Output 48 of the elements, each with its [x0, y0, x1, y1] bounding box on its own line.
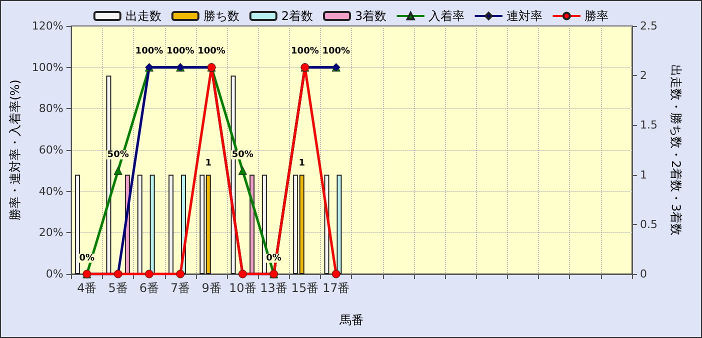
- x-tick-label: 5番: [108, 281, 128, 295]
- y-tick-label: 80%: [38, 102, 64, 116]
- y2-tick-label: 1.5: [640, 118, 658, 132]
- y2-tick-label: 2: [640, 69, 647, 82]
- point: [332, 270, 340, 278]
- y-tick-label: 0%: [46, 268, 64, 280]
- legend-label: 連対率: [506, 9, 543, 23]
- legend-label: 勝率: [584, 9, 609, 23]
- x-tick-label: 17番: [322, 281, 350, 295]
- legend-label: 勝ち数: [203, 9, 240, 23]
- y-tick-label: 20%: [38, 226, 64, 240]
- point: [144, 270, 154, 278]
- x-tick-label: 7番: [170, 281, 190, 295]
- point: [176, 270, 185, 278]
- y2-axis-title: 出走数・勝ち数・2着数・3着数: [669, 64, 683, 236]
- data-label: 100%: [322, 46, 350, 57]
- x-tick-label: 9番: [202, 281, 222, 295]
- data-label: 100%: [198, 46, 226, 57]
- data-label: 100%: [166, 46, 194, 57]
- legend-label: 2着数: [281, 9, 314, 23]
- data-label: 100%: [135, 46, 164, 57]
- x-tick-label: 6番: [139, 281, 160, 295]
- data-label: 50%: [232, 150, 254, 160]
- y2-tick-label: 0: [640, 268, 647, 280]
- x-tick-label: 15番: [291, 281, 319, 295]
- y-tick-label: 40%: [38, 184, 64, 198]
- data-label: 1: [205, 158, 212, 168]
- legend-label: 出走数: [125, 9, 162, 23]
- legend-label: 3着数: [355, 9, 387, 23]
- legend-label: 入着率: [428, 9, 465, 23]
- y2-tick-label: 0.5: [640, 218, 658, 231]
- data-label: 0%: [266, 253, 282, 264]
- y-tick-label: 120%: [32, 20, 64, 32]
- x-tick-label: 10番: [229, 281, 256, 295]
- x-tick-label: 13番: [260, 281, 288, 295]
- y2-tick-label: 2.5: [640, 20, 658, 32]
- data-label: 50%: [107, 150, 129, 160]
- point: [114, 166, 122, 175]
- y-axis-title: 勝率・連対率・入着率(%): [8, 80, 22, 220]
- x-tick-label: 4番: [77, 281, 97, 295]
- y2-tick-label: 1: [640, 168, 647, 182]
- y-tick-label: 100%: [32, 60, 64, 74]
- data-label: 1: [298, 158, 305, 168]
- point: [238, 166, 247, 175]
- x-axis-title: 馬番: [338, 313, 364, 327]
- data-label: 100%: [291, 46, 319, 57]
- y-tick-label: 60%: [38, 144, 64, 156]
- data-label: 0%: [79, 253, 95, 264]
